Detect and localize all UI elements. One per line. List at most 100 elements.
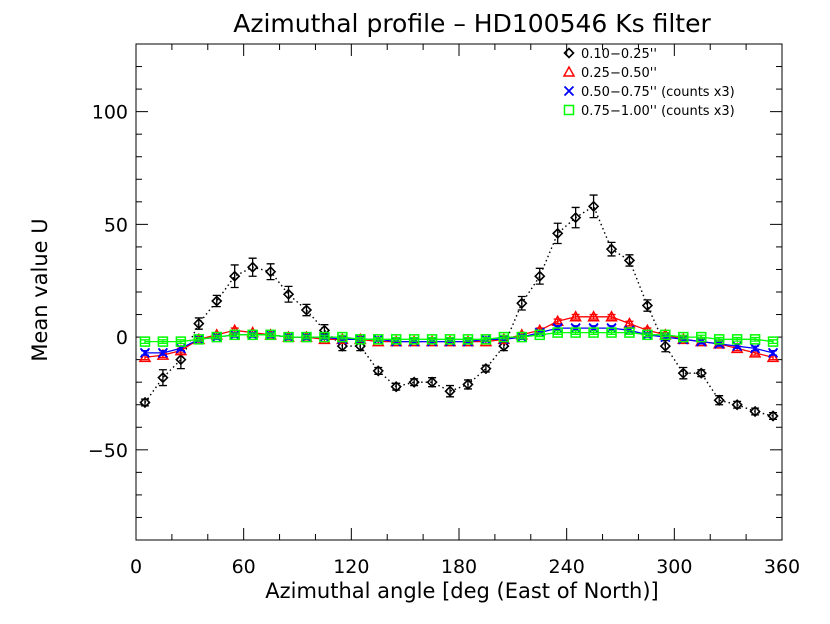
error-bar [374,336,383,342]
error-bar [446,336,455,342]
error-bar [607,313,616,320]
error-bar [302,334,311,340]
error-bar [643,332,652,338]
plot-area: 0 60 120 180 240 300 360 −50 0 50 100 [88,43,800,578]
error-bar [266,332,275,338]
chart-title: Azimuthal profile – HD100546 Ks filter [233,9,711,38]
series-1 [139,194,779,422]
data-point [229,270,241,282]
data-point [157,347,169,359]
data-point [569,310,582,322]
data-point [247,329,258,341]
error-bar [715,395,724,406]
x-axis-label: Azimuthal angle [deg (East of North)] [265,579,659,603]
data-point [139,336,151,347]
x-tick-label: 300 [656,556,692,578]
legend-label-1: 0.10−0.25'' [581,47,657,62]
legend-marker-1 [563,47,575,59]
data-point [659,340,671,352]
error-bar [248,332,257,338]
data-point [642,329,653,341]
error-bar [428,377,437,388]
data-point [193,334,205,345]
data-point [300,304,313,316]
error-bar [553,318,562,325]
series-4 [139,327,779,347]
data-point [498,331,510,343]
data-point [552,327,563,338]
x-tick-label: 240 [549,556,585,578]
data-point [552,227,564,240]
legend-marker-2 [562,65,576,77]
error-bar [625,320,634,327]
error-bar [338,334,347,340]
data-point [606,327,617,338]
x-tick-label: 360 [764,556,800,578]
data-point [426,334,438,345]
y-tick-label: 0 [116,327,128,349]
legend-label-2: 0.25−0.50'' [581,66,657,81]
data-point [678,331,689,343]
series-line-4 [145,331,774,343]
data-point [319,331,330,343]
data-point [355,334,366,345]
error-bar [715,336,724,342]
data-point [157,372,169,384]
data-point [587,200,600,212]
data-point [516,331,528,343]
error-bar [356,336,365,342]
error-bar [625,330,634,336]
data-point [766,350,780,363]
error-bar [589,330,598,336]
data-point [767,336,779,347]
error-bar [499,334,508,340]
data-point [749,405,761,418]
data-point [498,340,510,352]
data-point [211,295,223,307]
error-bar [751,336,760,342]
data-point [408,334,420,345]
data-point [695,367,707,379]
error-bar [517,334,526,340]
data-point [587,310,600,322]
data-point [480,363,492,375]
legend: 0.10−0.25'' 0.25−0.50'' 0.50−0.75'' (count… [562,47,735,119]
data-point [193,317,205,330]
data-point [641,299,654,312]
error-bar [571,313,580,320]
data-point [444,334,456,345]
legend-marker-4 [563,104,575,116]
data-point [713,334,725,345]
data-point [713,394,725,406]
data-point [247,261,259,273]
series-line-1 [144,205,774,417]
error-bar [481,336,490,342]
data-point [462,334,474,345]
data-point [767,347,779,359]
data-point [157,336,169,347]
data-point [731,399,743,411]
x-tick-label: 0 [130,556,142,578]
data-point [336,340,348,352]
data-point [373,334,384,345]
error-bar [284,334,293,340]
x-tick-label: 60 [232,556,256,578]
data-point [624,327,635,338]
error-bar [176,339,185,345]
data-point [211,331,222,343]
data-point [748,346,762,358]
error-bar [571,330,580,336]
error-bar [553,330,562,336]
data-point [301,331,312,343]
data-point [767,410,779,422]
error-bar [589,313,598,320]
data-point [660,329,671,341]
data-point [390,381,402,393]
data-point [588,327,599,338]
data-point [444,385,456,397]
error-bar [607,330,616,336]
error-bar [392,336,401,342]
data-point [283,331,294,343]
data-point [139,396,151,409]
